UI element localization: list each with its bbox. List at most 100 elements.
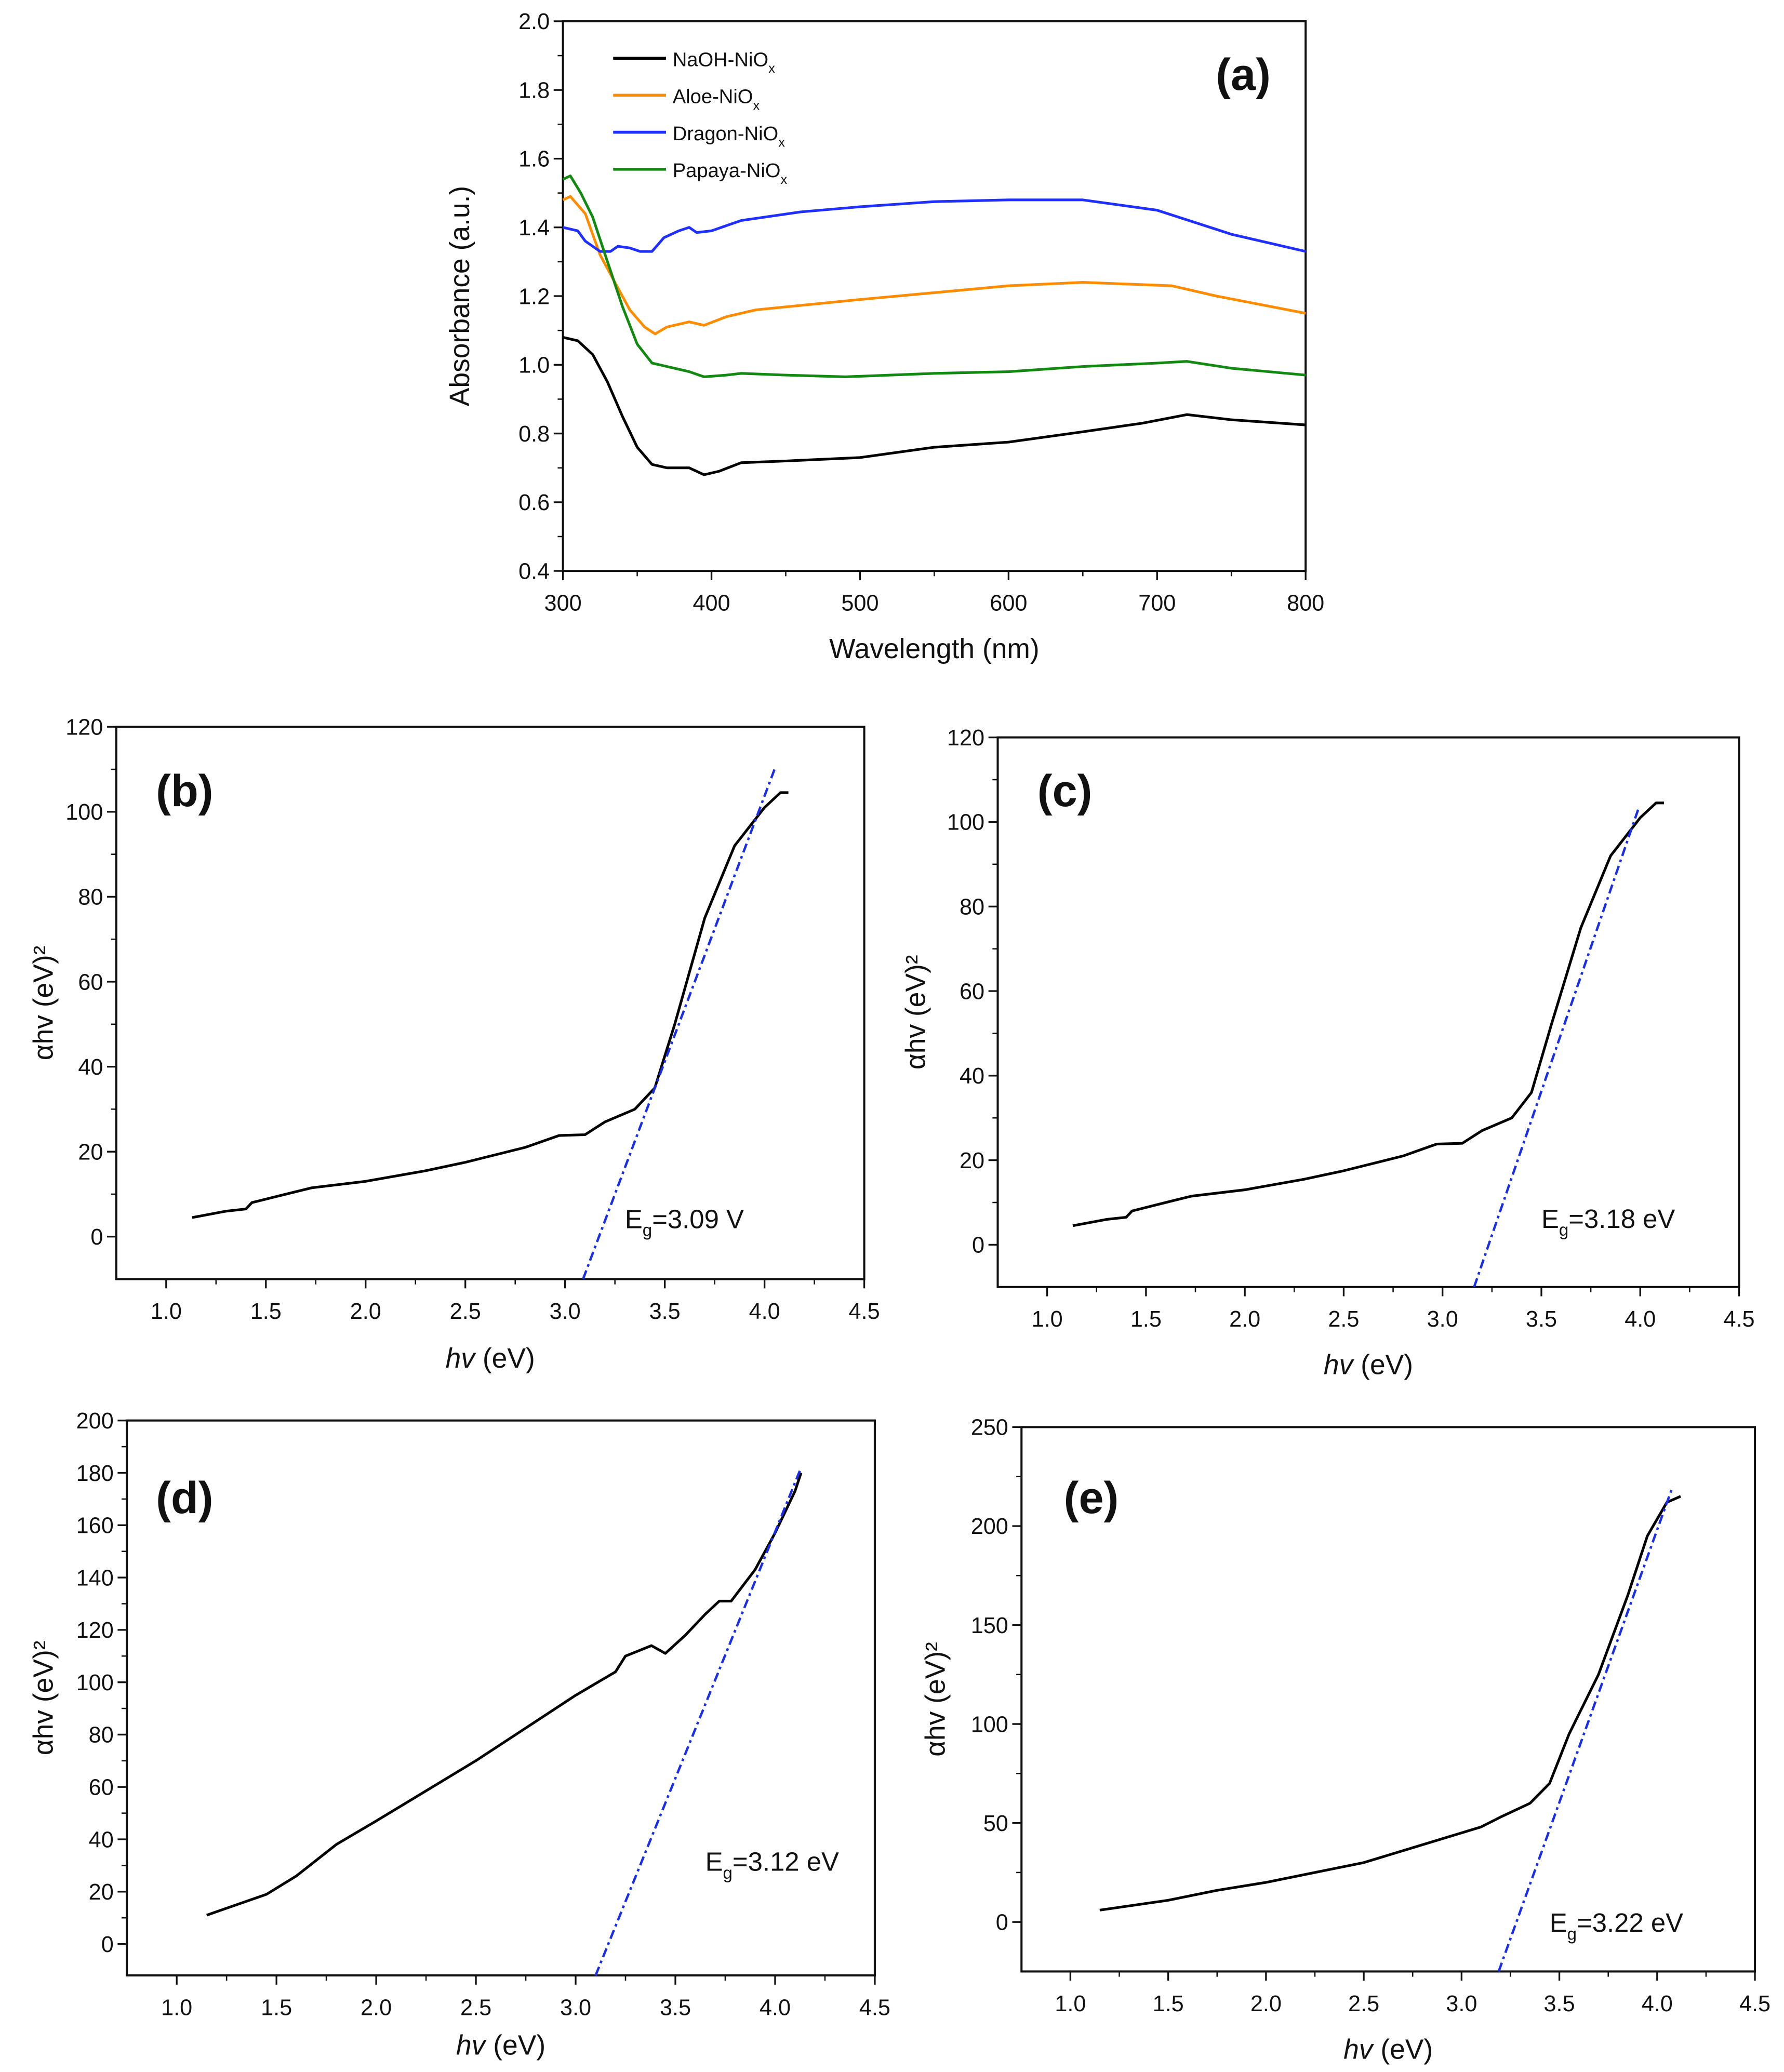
data-curve [192, 791, 789, 1219]
tangent-line [1497, 1486, 1674, 1972]
y-tick-label: 1.0 [518, 353, 550, 378]
x-tick-label: 2.0 [1250, 1991, 1282, 2016]
y-tick-label: 0.8 [518, 422, 550, 447]
y-tick-label: 160 [76, 1514, 114, 1539]
chart-panel-c: 1.0 1.5 2.0 2.5 3.0 3.5 4.0 4.5 0 20 40 60 80 100 120 h… [901, 726, 1755, 1381]
annotation-e: E [625, 1204, 643, 1234]
y-tick-label: 200 [971, 1514, 1008, 1539]
x-tick-label: 2.5 [1328, 1307, 1359, 1332]
y-tick-label: 200 [76, 1409, 114, 1434]
annotation-e: E [1550, 1908, 1567, 1937]
legend-subscript: x [778, 136, 785, 150]
panel-label: (b) [156, 766, 213, 816]
annotation-subscript: g [643, 1221, 652, 1240]
legend-entry: Aloe-NiOx [673, 86, 760, 113]
tangent-line [582, 769, 776, 1280]
x-tick-label: 2.5 [450, 1299, 481, 1324]
panel-label: (c) [1037, 766, 1093, 816]
panel-label: (e) [1064, 1473, 1119, 1523]
x-tick-label: 800 [1287, 591, 1324, 616]
annotation-e: E [1541, 1204, 1559, 1234]
y-tick-label: 2.0 [518, 9, 550, 34]
x-tick-label: 3.5 [1526, 1307, 1557, 1332]
y-tick-label: 80 [89, 1723, 114, 1748]
annotation-subscript: g [1567, 1924, 1577, 1944]
y-axis-label: Absorbance (a.u.) [445, 186, 475, 407]
plot-frame [996, 736, 1740, 1288]
chart-panel-d: 1.0 1.5 2.0 2.5 3.0 3.5 4.0 4.5 0 20 40 60 80 100 120 1… [29, 1409, 890, 2061]
x-tick-label: 2.5 [460, 1995, 491, 2020]
bandgap-annotation: Eg=3.12 eV [705, 1847, 839, 1882]
chart-panel-a: 300 400 500 600 700 800 0.4 0.6 0.8 1.0 1.2 1.4 1.6 1… [445, 9, 1324, 664]
chart-panel-b: 1.0 1.5 2.0 2.5 3.0 3.5 4.0 4.5 0 20 40 60 80 100 120 h… [29, 715, 880, 1374]
legend-name: Papaya-NiO [673, 159, 781, 182]
y-tick-label: 0 [996, 1910, 1008, 1935]
y-tick-label: 0 [972, 1233, 984, 1258]
x-tick-label: 3.0 [560, 1995, 591, 2020]
annotation-subscript: g [1559, 1221, 1568, 1240]
y-tick-label: 120 [947, 726, 984, 751]
y-tick-label: 150 [971, 1613, 1008, 1638]
x-tick-label: 4.0 [1642, 1991, 1673, 2016]
bandgap-annotation: Eg=3.22 eV [1550, 1908, 1683, 1944]
x-label-unit: (eV) [1373, 2034, 1433, 2065]
x-tick-label: 1.0 [1055, 1991, 1086, 2016]
y-axis-label: αhv (eV)² [901, 955, 931, 1070]
panel-label: (d) [156, 1473, 213, 1523]
annotation-value: =3.22 eV [1577, 1908, 1683, 1937]
legend-subscript: x [780, 172, 787, 187]
y-tick-label: 20 [960, 1148, 984, 1173]
x-tick-label: 400 [693, 591, 730, 616]
y-tick-label: 100 [65, 800, 103, 825]
bandgap-annotation: Eg=3.18 eV [1541, 1204, 1675, 1240]
y-tick-label: 180 [76, 1461, 114, 1486]
legend-subscript: x [753, 98, 760, 113]
panel-label: (a) [1216, 50, 1271, 100]
y-tick-label: 40 [960, 1064, 984, 1089]
x-tick-label: 600 [990, 591, 1027, 616]
y-tick-label: 60 [78, 970, 103, 995]
y-tick-label: 100 [971, 1712, 1008, 1737]
y-tick-label: 140 [76, 1566, 114, 1590]
x-label-symbol: hv [456, 2030, 487, 2061]
x-tick-label: 4.0 [760, 1995, 791, 2020]
y-tick-label: 0 [90, 1225, 103, 1250]
y-tick-label: 0.6 [518, 490, 550, 515]
y-tick-label: 80 [78, 885, 103, 910]
bandgap-annotation: Eg=3.09 V [625, 1204, 744, 1240]
x-tick-label: 4.0 [749, 1299, 780, 1324]
annotation-e: E [705, 1847, 723, 1876]
x-tick-label: 1.0 [1032, 1307, 1063, 1332]
y-tick-label: 250 [971, 1415, 1008, 1440]
x-tick-label: 3.0 [1427, 1307, 1458, 1332]
x-tick-label: 3.5 [1544, 1991, 1575, 2016]
x-tick-label: 4.5 [849, 1299, 880, 1324]
x-label-unit: (eV) [1353, 1350, 1413, 1381]
x-tick-label: 1.0 [151, 1299, 182, 1324]
x-tick-label: 3.0 [1446, 1991, 1477, 2016]
x-axis-label: hv (eV) [456, 2030, 545, 2061]
y-tick-label: 20 [89, 1880, 114, 1905]
series-line-dragon [563, 198, 1306, 253]
y-tick-label: 60 [89, 1775, 114, 1800]
chart-panel-e: 1.0 1.5 2.0 2.5 3.0 3.5 4.0 4.5 0 50 100 150 200 250 h… [921, 1415, 1770, 2065]
legend-subscript: x [768, 61, 775, 76]
y-tick-label: 1.6 [518, 147, 550, 172]
x-tick-label: 1.5 [250, 1299, 282, 1324]
y-tick-label: 1.2 [518, 284, 550, 309]
x-label-symbol: hv [1324, 1350, 1355, 1381]
tangent-line [1473, 809, 1640, 1288]
y-tick-label: 120 [76, 1618, 114, 1643]
x-tick-label: 3.5 [649, 1299, 681, 1324]
x-tick-label: 4.5 [859, 1995, 890, 2020]
x-tick-label: 2.0 [1229, 1307, 1260, 1332]
series-line-aloe [562, 195, 1306, 336]
series-line-naoh [563, 336, 1306, 476]
y-tick-label: 0 [101, 1932, 114, 1957]
legend-entry: Papaya-NiOx [673, 159, 788, 187]
x-tick-label: 300 [544, 591, 582, 616]
x-tick-label: 2.5 [1348, 1991, 1379, 2016]
x-label-symbol: hv [446, 1343, 477, 1374]
plot-frame [126, 1419, 876, 1977]
plot-frame [115, 726, 866, 1280]
